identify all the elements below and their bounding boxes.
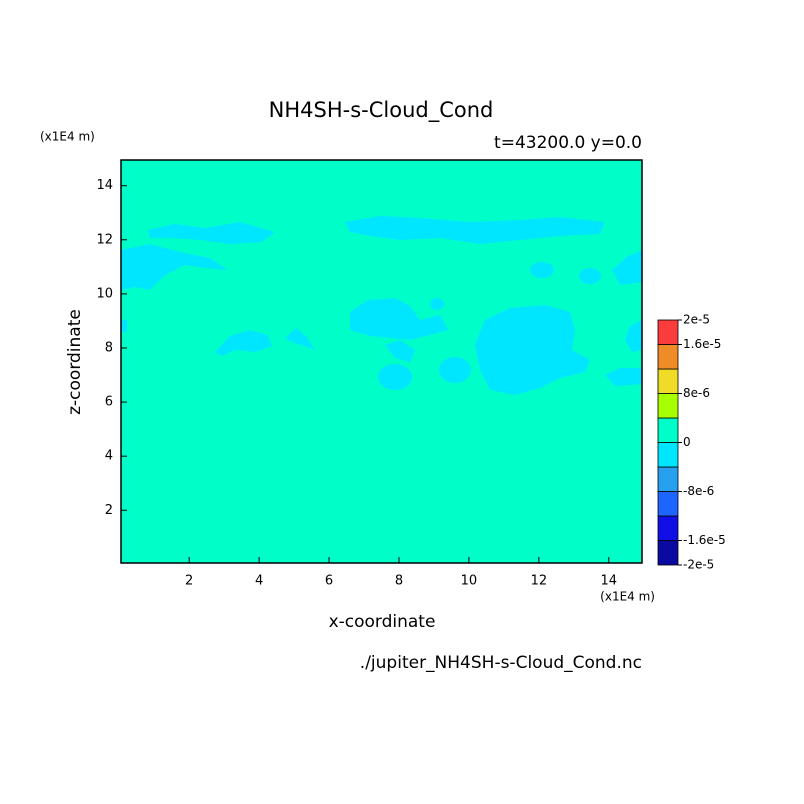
chart-subtitle: t=43200.0 y=0.0 <box>494 133 642 153</box>
x-tick-label: 2 <box>185 574 193 589</box>
colorbar-band <box>657 491 679 517</box>
colorbar-label: 1.6e-5 <box>683 337 721 351</box>
negative-regions <box>121 216 642 395</box>
y-tick-label: 12 <box>96 232 113 247</box>
colorbar-label: 8e-6 <box>683 386 710 400</box>
colorbar-band <box>657 466 679 492</box>
colorbar-band <box>657 540 679 566</box>
x-tick-label: 10 <box>461 574 478 589</box>
y-tick-label: 10 <box>96 286 113 301</box>
x-unit: (x1E4 m) <box>600 590 655 604</box>
colorbar-band <box>657 417 679 443</box>
x-tick-label: 6 <box>325 574 333 589</box>
colorbar-label: -2e-5 <box>683 558 714 572</box>
y-unit: (x1E4 m) <box>40 130 95 144</box>
y-tick-label: 14 <box>96 178 113 193</box>
y-tick-label: 8 <box>105 340 113 355</box>
x-tick-label: 14 <box>601 574 618 589</box>
colorbar-band <box>657 344 679 370</box>
y-tick-label: 6 <box>105 395 113 410</box>
colorbar-label: -8e-6 <box>683 484 714 498</box>
x-tick-label: 12 <box>531 574 548 589</box>
colorbar-band <box>657 319 679 345</box>
colorbar-band <box>657 442 679 468</box>
plot-frame <box>120 159 643 564</box>
y-axis-label: z-coordinate <box>65 309 85 415</box>
x-tick-label: 4 <box>255 574 263 589</box>
y-tick-label: 4 <box>105 449 113 464</box>
y-tick-label: 2 <box>105 503 113 518</box>
colorbar-band <box>657 515 679 541</box>
colorbar-band <box>657 393 679 419</box>
colorbar-label: -1.6e-5 <box>683 533 726 547</box>
x-axis-label: x-coordinate <box>329 612 436 632</box>
colorbar-label: 2e-5 <box>683 313 710 327</box>
colorbar-band <box>657 368 679 394</box>
chart-title: NH4SH-s-Cloud_Cond <box>269 98 494 123</box>
colorbar-label: 0 <box>683 435 691 449</box>
file-name: ./jupiter_NH4SH-s-Cloud_Cond.nc <box>360 653 642 673</box>
x-tick-label: 8 <box>395 574 403 589</box>
